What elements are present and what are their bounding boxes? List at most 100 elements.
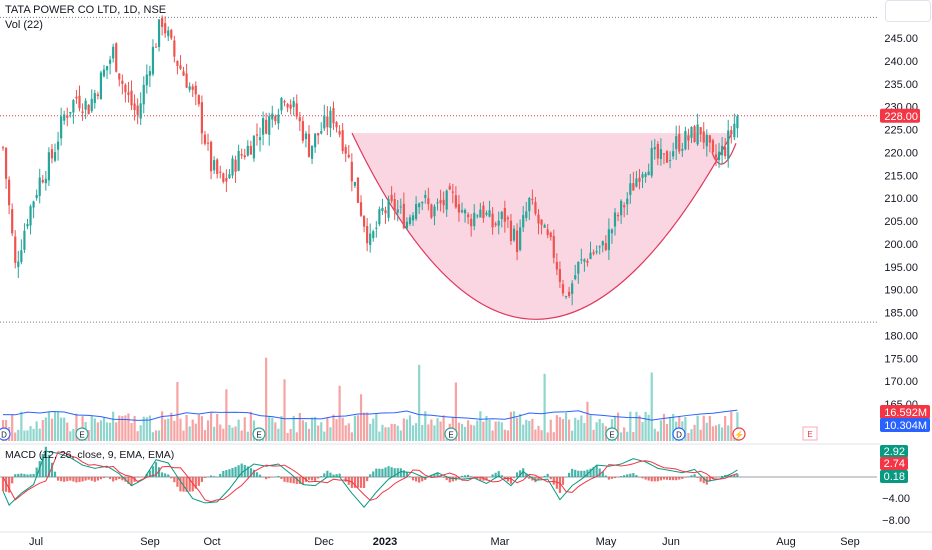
candle-body <box>271 113 274 120</box>
candle-body <box>338 131 341 135</box>
macd-histogram-bar <box>314 477 317 481</box>
volume-bar <box>479 411 482 441</box>
candle-body <box>467 214 470 218</box>
macd-histogram-bar <box>176 477 179 487</box>
candle-body <box>580 259 583 261</box>
macd-histogram-bar <box>56 477 60 481</box>
macd-histogram-bar <box>362 477 366 489</box>
candle-body <box>681 149 684 151</box>
macd-histogram-bar <box>118 477 121 480</box>
price-tick-label: 195.00 <box>884 262 918 274</box>
macd-histogram-bar <box>145 473 148 477</box>
candle-body <box>656 143 659 159</box>
macd-histogram-bar <box>721 475 724 477</box>
volume-bar <box>647 414 650 441</box>
candle-body <box>32 201 35 208</box>
candle-body <box>307 133 311 157</box>
candle-body <box>638 177 641 182</box>
candle-body <box>262 118 265 135</box>
macd-histogram-bar <box>430 474 433 477</box>
macd-histogram-bar <box>733 474 736 477</box>
candle-body <box>225 178 228 182</box>
volume-bar <box>724 415 727 441</box>
volume-bar <box>338 385 341 441</box>
price-badge-label: 228.00 <box>884 111 918 123</box>
candle-body <box>75 96 78 99</box>
candle-body <box>607 229 610 250</box>
candle-body <box>665 151 669 163</box>
candle-body <box>252 135 256 159</box>
volume-bar <box>641 422 644 441</box>
macd-histogram-bar <box>571 468 574 477</box>
volume-bar <box>130 422 133 441</box>
candle-body <box>641 174 644 178</box>
volume-bar <box>467 420 470 441</box>
candle-body <box>200 102 203 134</box>
macd-histogram-bar <box>672 477 675 481</box>
volume-bar <box>592 429 595 441</box>
volume-bar <box>87 430 90 441</box>
candle-body <box>598 246 601 248</box>
macd-histogram-bar <box>44 446 47 477</box>
candle-body <box>118 73 121 80</box>
volume-bar <box>442 415 445 441</box>
macd-histogram-bar <box>17 473 20 477</box>
macd-histogram-bar <box>494 472 497 477</box>
volume-bar <box>369 423 372 441</box>
volume-bar <box>292 415 295 441</box>
event-marker-dividend <box>672 427 686 441</box>
macd-histogram-bar <box>75 477 78 483</box>
candle-body <box>421 202 424 204</box>
candle-body <box>506 217 509 220</box>
macd-badge-3-label: 0.18 <box>884 471 905 483</box>
candle-body <box>170 29 173 39</box>
candle-body <box>219 171 222 173</box>
event-marker-label: E <box>609 431 614 440</box>
macd-histogram-bar <box>286 477 289 483</box>
volume-bar <box>136 431 139 441</box>
volume-bar <box>366 412 369 441</box>
macd-histogram-bar <box>635 475 638 477</box>
volume-bar <box>411 425 415 441</box>
volume-bar <box>408 415 412 441</box>
volume-bar <box>310 417 314 441</box>
volume-bar <box>528 420 531 441</box>
candle-body <box>56 141 60 150</box>
volume-bar <box>72 428 75 441</box>
macd-histogram-bar <box>359 477 363 488</box>
volume-bar <box>665 423 669 441</box>
volume-bar <box>509 411 513 441</box>
candle-body <box>292 101 295 108</box>
volume-bar <box>228 424 231 441</box>
macd-histogram-bar <box>546 473 549 477</box>
volume-bar <box>90 415 93 441</box>
candle-body <box>448 186 451 190</box>
macd-histogram-bar <box>105 476 109 478</box>
volume-bar <box>598 419 601 441</box>
event-marker-label: E <box>448 431 453 440</box>
macd-histogram-bar <box>509 477 513 484</box>
macd-histogram-bar <box>84 477 87 481</box>
candle-body <box>130 90 133 106</box>
time-tick-label: Mar <box>491 536 510 548</box>
menu-button[interactable] <box>885 0 931 22</box>
volume-bar <box>396 425 399 441</box>
candle-body <box>53 152 57 161</box>
macd-histogram-bar <box>647 477 650 481</box>
volume-bar <box>668 417 672 441</box>
candle-body <box>736 116 739 129</box>
macd-histogram-bar <box>237 465 240 477</box>
candle-body <box>372 231 375 239</box>
candle-body <box>430 204 433 218</box>
volume-bar <box>344 425 347 441</box>
volume-bar <box>470 424 473 441</box>
candle-body <box>78 95 81 109</box>
event-marker-dividend <box>0 427 11 441</box>
candle-body <box>99 72 103 100</box>
candle-body <box>66 115 69 118</box>
macd-histogram-bar <box>326 470 329 477</box>
candle-body <box>335 122 338 128</box>
macd-histogram-bar <box>219 473 222 477</box>
macd-histogram-bar <box>601 471 604 477</box>
